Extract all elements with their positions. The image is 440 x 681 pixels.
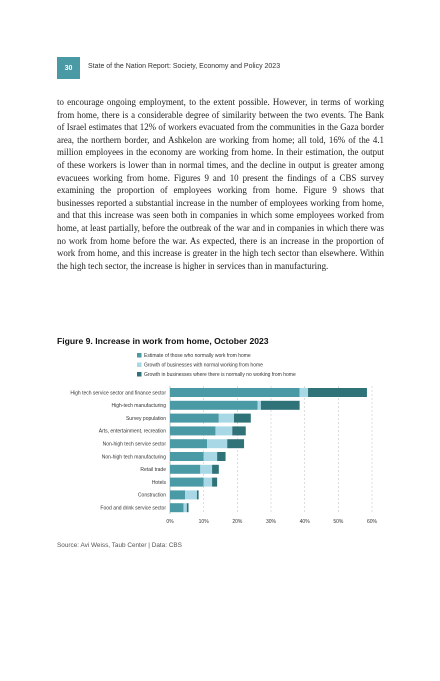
- legend-label: Growth in businesses where there is norm…: [144, 372, 296, 378]
- category-label: High-tech manufacturing: [112, 403, 167, 409]
- bar-segment: [170, 490, 186, 500]
- bar-segment: [203, 477, 213, 487]
- running-head: State of the Nation Report: Society, Eco…: [88, 63, 281, 70]
- bar-segment: [170, 464, 201, 474]
- category-label: Non-high tech manufacturing: [102, 454, 166, 460]
- bar-segment: [170, 477, 204, 487]
- bar-segment: [308, 388, 367, 397]
- bar-segment: [260, 400, 300, 410]
- bar-segment: [203, 452, 218, 461]
- bar-segment: [170, 388, 300, 397]
- bar-segment: [183, 503, 187, 513]
- bar-chart: Estimate of those who normally work from…: [70, 353, 378, 525]
- category-label: High tech service sector and finance sec…: [70, 390, 166, 396]
- figure-title: Figure 9. Increase in work from home, Oc…: [57, 336, 269, 346]
- legend-swatch: [137, 362, 142, 367]
- legend-swatch: [137, 353, 142, 358]
- bar-segment: [218, 413, 234, 423]
- page-number-badge: 30: [57, 57, 80, 79]
- x-tick-label: 10%: [199, 519, 210, 525]
- bar-segment: [215, 426, 233, 436]
- category-label: Non-high tech service sector: [103, 442, 167, 448]
- bar-segment: [257, 400, 261, 410]
- category-label: Retail trade: [140, 467, 166, 473]
- bar-segment: [185, 490, 197, 500]
- bar-segment: [186, 503, 189, 513]
- category-label: Construction: [138, 493, 166, 499]
- bar-segment: [170, 413, 219, 423]
- figure-source: Source: Avi Weiss, Taub Center | Data: C…: [57, 542, 182, 549]
- category-label: Survey population: [126, 416, 166, 422]
- bar-segment: [232, 426, 246, 436]
- bar-segment: [207, 439, 228, 449]
- x-tick-label: 50%: [333, 519, 344, 525]
- bar-segment: [299, 388, 309, 397]
- bar-segment: [170, 439, 208, 449]
- bar-segment: [212, 464, 219, 474]
- x-tick-label: 20%: [232, 519, 243, 525]
- bar-segment: [212, 477, 218, 487]
- bar-segment: [233, 413, 251, 423]
- bar-segment: [227, 439, 245, 449]
- page-number: 30: [64, 64, 73, 72]
- bar-segment: [170, 400, 258, 410]
- x-tick-label: 40%: [300, 519, 311, 525]
- category-label: Hotels: [152, 480, 167, 486]
- category-label: Arts, entertainment, recreation: [99, 429, 166, 435]
- bar-segment: [170, 452, 204, 461]
- bar-segment: [170, 426, 216, 436]
- x-tick-label: 0%: [166, 519, 174, 525]
- body-paragraph: to encourage ongoing employment, to the …: [57, 97, 384, 271]
- x-tick-label: 30%: [266, 519, 277, 525]
- legend-label: Estimate of those who normally work from…: [144, 353, 251, 359]
- legend-swatch: [137, 372, 142, 377]
- bar-segment: [200, 464, 213, 474]
- bar-segment: [170, 503, 184, 513]
- bar-segment: [217, 452, 226, 461]
- legend-label: Growth of businesses with normal working…: [144, 363, 263, 369]
- category-label: Food and drink service sector: [100, 506, 166, 512]
- bar-segment: [196, 490, 199, 500]
- x-tick-label: 60%: [367, 519, 378, 525]
